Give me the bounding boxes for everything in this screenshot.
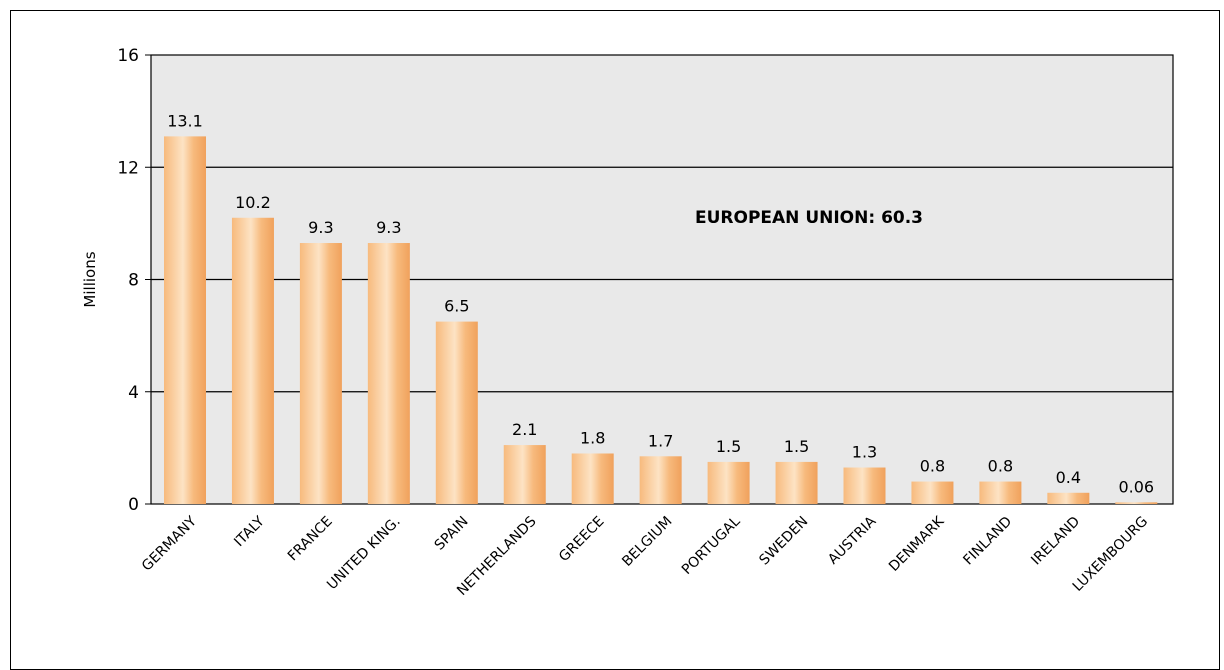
bar (164, 136, 206, 504)
y-tick-label: 0 (128, 495, 139, 515)
bar-chart: 0 4 8 12 16 Millions 13.1 10.2 9.3 9.3 6.5 2.1 1.8… (81, 46, 1174, 599)
x-tick-label: SPAIN (432, 514, 472, 554)
bar (775, 461, 818, 504)
value-label: 10.2 (235, 193, 271, 212)
bar (571, 453, 614, 504)
value-label: 0.8 (988, 457, 1013, 476)
x-tick-label: DENMARK (886, 513, 948, 575)
bars (164, 136, 1158, 505)
bar (503, 445, 546, 504)
x-tick-label: IRELAND (1028, 514, 1083, 569)
y-tick-label: 12 (117, 158, 139, 178)
bar (911, 481, 954, 504)
bar (1115, 502, 1158, 504)
y-tick-label: 4 (128, 383, 139, 403)
x-tick-label: PORTUGAL (679, 513, 744, 578)
bar (231, 217, 274, 504)
x-tick-label: SWEDEN (756, 514, 811, 569)
x-tick-label: FINLAND (960, 514, 1015, 569)
value-labels: 13.1 10.2 9.3 9.3 6.5 2.1 1.8 1.7 1.5 1.5 1.3 0.8 0.… (167, 111, 1154, 496)
bar (435, 321, 478, 504)
y-axis-label: Millions (81, 251, 99, 307)
x-tick-label: FRANCE (285, 514, 336, 565)
x-tick-label: GERMANY (139, 513, 200, 574)
bar (367, 243, 410, 505)
y-tick-label: 16 (117, 46, 139, 66)
y-axis-ticks: 0 4 8 12 16 (117, 46, 151, 515)
value-label: 1.8 (580, 428, 605, 447)
value-label: 9.3 (376, 218, 401, 237)
value-label: 13.1 (167, 111, 203, 130)
bar (1047, 492, 1090, 504)
value-label: 0.8 (920, 457, 945, 476)
x-tick-label: ITALY (231, 513, 268, 550)
x-tick-label: AUSTRIA (825, 513, 880, 568)
bar (843, 467, 886, 504)
value-label: 9.3 (308, 218, 333, 237)
bar (979, 481, 1022, 504)
value-label: 0.06 (1118, 477, 1154, 496)
bar (639, 456, 682, 504)
x-tick-label: GREECE (556, 514, 608, 566)
x-tick-label: BELGIUM (619, 514, 675, 570)
bar (707, 461, 750, 504)
bar (299, 243, 342, 505)
value-label: 2.1 (512, 420, 537, 439)
value-label: 0.4 (1056, 468, 1081, 487)
chart-frame: 0 4 8 12 16 Millions 13.1 10.2 9.3 9.3 6.5 2.1 1.8… (10, 10, 1220, 670)
value-label: 1.3 (852, 443, 877, 462)
value-label: 1.5 (716, 437, 741, 456)
value-label: 1.7 (648, 431, 673, 450)
eu-total-annotation: EUROPEAN UNION: 60.3 (695, 208, 923, 228)
value-label: 1.5 (784, 437, 809, 456)
value-label: 6.5 (444, 297, 469, 316)
y-tick-label: 8 (128, 271, 139, 291)
x-tick-label: UNITED KING. (324, 514, 404, 594)
